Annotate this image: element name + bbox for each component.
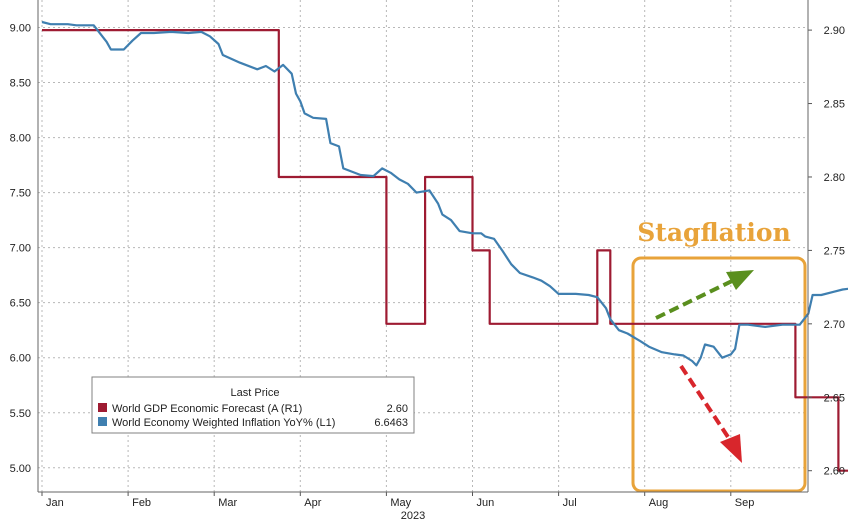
series-line-inflation: [41, 20, 848, 367]
x-tick-label: Apr: [304, 497, 321, 509]
x-axis-label: 2023: [401, 510, 425, 522]
x-tick-label: Jul: [563, 497, 577, 509]
x-tick-label: Feb: [132, 497, 151, 509]
legend-swatch-inflation: [98, 417, 107, 426]
y-left-tick-label: 6.50: [10, 298, 31, 310]
y-left-tick-label: 7.50: [10, 188, 31, 200]
legend: Last Price World GDP Economic Forecast (…: [91, 376, 415, 434]
highlight-rectangle: [631, 256, 807, 493]
stagflation-label: Stagflation: [637, 218, 791, 247]
y-right-tick-label: 2.70: [824, 319, 845, 331]
y-left-tick-label: 7.00: [10, 243, 31, 255]
y-left-tick-label: 5.50: [10, 408, 31, 420]
x-tick-label: Sep: [735, 497, 755, 509]
y-left-tick-label: 5.00: [10, 463, 31, 475]
x-tick-label: Jun: [477, 497, 495, 509]
y-left-tick-label: 8.00: [10, 133, 31, 145]
axes: Jan Feb Mar Apr May Jun Jul Aug Sep 5.00 5.50 6.00 6…: [10, 0, 845, 509]
y-right-tick-label: 2.75: [824, 245, 845, 257]
up-arrow-icon: [726, 270, 754, 290]
legend-value-inflation: 6.6463: [374, 417, 408, 429]
series-layer: [41, 20, 848, 472]
legend-label-inflation: World Economy Weighted Inflation YoY% (L…: [112, 417, 335, 429]
y-right-tick-label: 2.90: [824, 25, 845, 37]
legend-swatch-gdp: [98, 403, 107, 412]
x-tick-label: Aug: [649, 497, 669, 509]
legend-value-gdp: 2.60: [387, 403, 408, 415]
stagflation-highlight-box: [631, 256, 807, 493]
down-arrow-icon: [720, 434, 742, 463]
legend-header: Last Price: [231, 387, 280, 399]
x-tick-label: Mar: [218, 497, 237, 509]
legend-label-gdp: World GDP Economic Forecast (A (R1): [112, 403, 302, 415]
y-right-tick-label: 2.65: [824, 392, 845, 404]
y-right-tick-label: 2.60: [824, 466, 845, 478]
series-line-gdp-forecast: [42, 29, 848, 472]
x-tick-label: May: [390, 497, 411, 509]
trend-arrows: [655, 270, 754, 463]
y-right-tick-label: 2.85: [824, 99, 845, 111]
y-left-tick-label: 9.00: [10, 23, 31, 35]
y-left-tick-label: 8.50: [10, 78, 31, 90]
y-left-tick-label: 6.00: [10, 353, 31, 365]
x-tick-label: Jan: [46, 497, 64, 509]
y-right-tick-label: 2.80: [824, 172, 845, 184]
